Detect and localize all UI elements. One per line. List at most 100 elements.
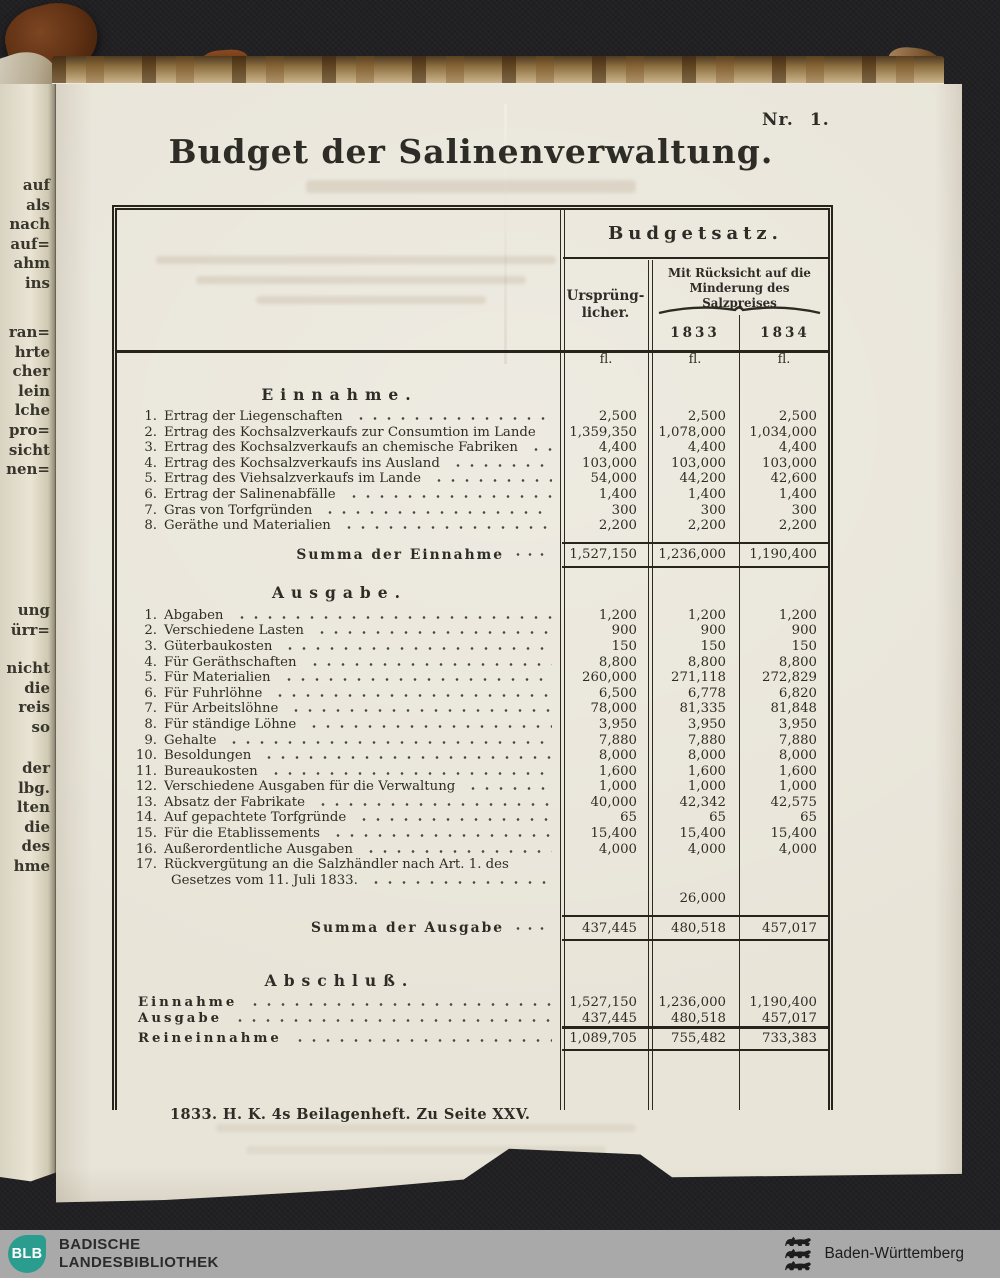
value-cell: 8,800 — [687, 654, 726, 670]
table-row-ausgabe: 17. Rückvergütung an die Salzhändler nach… — [117, 857, 828, 873]
unit-cell: fl. — [688, 352, 702, 367]
row-values: 1,200 1,200 1,200 — [562, 608, 828, 623]
value-cell: 733,383 — [762, 1031, 817, 1047]
dot-leader — [512, 923, 546, 933]
row-values: 3,950 3,950 3,950 — [562, 717, 828, 732]
value-cell: 81,848 — [770, 701, 817, 717]
dot-leader — [429, 476, 552, 486]
table-row-einnahme: 1. Ertrag der Liegenschaften 2,500 2,500 2,5… — [117, 409, 828, 425]
value-cell: 54,000 — [590, 471, 637, 487]
value-cell: 4,400 — [687, 440, 726, 456]
value-cell: 150 — [700, 638, 726, 654]
row-label: Verschiedene Lasten — [164, 623, 304, 639]
abschluss-row: Reineinnahme 1,089,705 755,482 733,383 — [117, 1026, 828, 1051]
value-cell: 1,600 — [687, 763, 726, 779]
dot-leader — [271, 690, 552, 700]
value-cell: 1,359,350 — [569, 424, 637, 440]
value-cell: 81,335 — [679, 701, 726, 717]
value-cell: 15,400 — [770, 826, 817, 842]
value-cell: 900 — [700, 623, 726, 639]
value-cell: 1,400 — [687, 486, 726, 502]
value-cell: 1,200 — [598, 607, 637, 623]
dot-leader — [246, 1000, 552, 1010]
value-cell: 8,000 — [687, 748, 726, 764]
value-cell: 7,880 — [598, 732, 637, 748]
row-label-area: 16. Außerordentliche Ausgaben — [117, 842, 562, 857]
header-col-reduced: Mit Rücksicht auf die Minderung des Salz… — [668, 266, 811, 310]
row-label-area: 9. Gehalte — [117, 733, 562, 748]
value-cell: 457,017 — [762, 920, 817, 936]
row-label-area: 10. Besoldungen — [117, 748, 562, 763]
value-cell: 300 — [791, 502, 817, 518]
margin-text-fragments: der lbg. lten die des hme — [13, 759, 50, 875]
header-year-1834: 1834 — [760, 325, 810, 341]
abschluss-row: Einnahme 1,527,150 1,236,000 1,190,400 — [117, 995, 828, 1011]
dot-leader — [526, 445, 552, 455]
column-divider — [739, 315, 740, 1110]
dot-leader — [287, 706, 552, 716]
value-cell: 8,800 — [778, 654, 817, 670]
row-values: 8,000 8,000 8,000 — [562, 748, 828, 763]
dot-leader — [266, 768, 552, 778]
row-label: Absatz der Fabrikate — [164, 794, 305, 810]
value-cell: 65 — [620, 810, 637, 826]
row-values: 54,000 44,200 42,600 — [562, 471, 828, 486]
table-body: fl. fl. fl. Einnahme. 1. Ertrag der Liegensch… — [117, 352, 828, 1051]
row-values: 1,000 1,000 1,000 — [562, 779, 828, 794]
row-label-area: 4. Für Geräthschaften — [117, 655, 562, 670]
row-number: 17. — [135, 857, 157, 873]
row-label-area: 11. Bureaukosten — [117, 764, 562, 779]
row-label-area: 1. Ertrag der Liegenschaften — [117, 409, 562, 424]
value-cell: 4,000 — [598, 841, 637, 857]
blb-logo: BLB — [8, 1235, 46, 1273]
dot-leader — [448, 460, 552, 470]
value-cell: 8,000 — [778, 748, 817, 764]
row-number: 16. — [135, 841, 157, 857]
value-cell: 900 — [611, 623, 637, 639]
row-label: Verschiedene Ausgaben für die Verwaltung — [164, 779, 456, 795]
state-branding: Baden-Württemberg — [784, 1234, 964, 1274]
row-values: 78,000 81,335 81,848 — [562, 701, 828, 716]
summa-row: Summa der Ausgabe 437,445 480,518 457,017 — [117, 915, 828, 942]
row-label: Abgaben — [164, 607, 224, 623]
summa-label: Summa der Ausgabe — [311, 920, 504, 937]
dot-leader — [305, 721, 552, 731]
column-divider — [648, 260, 653, 1110]
header-rule — [117, 350, 828, 353]
bleedthrough-text — [216, 1124, 636, 1132]
document-page: Nr. 1. Budget der Salinenverwaltung. Budg… — [56, 84, 962, 1203]
row-number: 13. — [135, 794, 157, 810]
row-label-area: Ausgabe — [117, 1011, 562, 1026]
row-values: 7,880 7,880 7,880 — [562, 733, 828, 748]
row-number: 7. — [144, 701, 157, 717]
margin-text-fragments: nicht die reis so — [6, 659, 50, 736]
value-cell: 150 — [611, 638, 637, 654]
value-cell: 437,445 — [582, 920, 637, 936]
section-heading-area: Einnahme. — [117, 385, 562, 404]
row-label-area: 13. Absatz der Fabrikate — [117, 795, 562, 810]
dot-leader — [355, 815, 552, 825]
row-label: Für Arbeitslöhne — [164, 701, 279, 717]
row-label: Ertrag der Salinenabfälle — [164, 486, 336, 502]
value-cell: 1,190,400 — [749, 547, 817, 563]
bleedthrough-text — [306, 180, 636, 193]
dot-leader — [312, 628, 552, 638]
table-row-ausgabe: 7. Für Arbeitslöhne 78,000 81,335 81,848 — [117, 701, 828, 717]
row-label-area: 6. Für Fuhrlöhne — [117, 686, 562, 701]
row-number: 4. — [144, 654, 157, 670]
row-number: 12. — [135, 779, 157, 795]
row-number: 7. — [144, 502, 157, 518]
row-number: 15. — [135, 826, 157, 842]
row-label-area: Einnahme — [117, 995, 562, 1010]
row-label: Gras von Torfgründen — [164, 502, 313, 518]
row-label-area: 6. Ertrag der Salinenabfälle — [117, 487, 562, 502]
table-row-einnahme: 4. Ertrag des Kochsalzverkaufs ins Auslan… — [117, 456, 828, 472]
table-row-ausgabe-cont: Gesetzes vom 11. Juli 1833. — [117, 873, 828, 889]
dot-leader — [339, 523, 552, 533]
row-number: 1. — [144, 409, 157, 424]
value-cell: 1,236,000 — [658, 995, 726, 1011]
row-label: Ertrag der Liegenschaften — [164, 409, 343, 424]
dot-leader — [281, 643, 552, 653]
dot-leader — [321, 507, 552, 517]
value-cell: 2,500 — [778, 409, 817, 424]
